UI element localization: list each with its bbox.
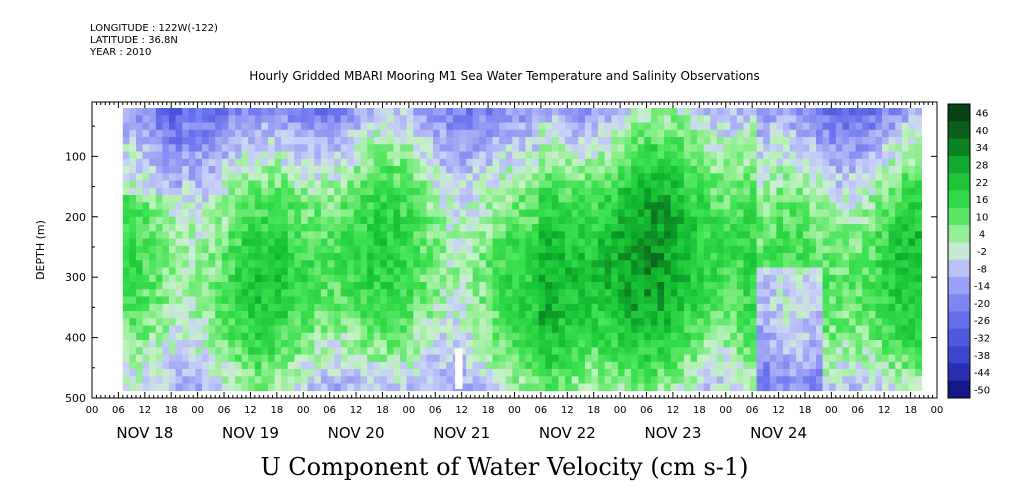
colorbar-label: -20 bbox=[974, 299, 990, 310]
y-tick-label: 100 bbox=[65, 150, 86, 163]
x-tick-label: 06 bbox=[429, 405, 442, 416]
x-tick-label: 12 bbox=[561, 405, 574, 416]
x-axis: 00 06 12 18 00 06 12 18 00 06 12 18 00 06 12 18 00 06 12 18… bbox=[86, 102, 944, 442]
colorbar-label: -44 bbox=[974, 368, 990, 379]
x-tick-label: 06 bbox=[112, 405, 125, 416]
colorbar-label: 28 bbox=[976, 161, 989, 172]
x-tick-label: 12 bbox=[772, 405, 785, 416]
colorbar-label: 34 bbox=[976, 143, 989, 154]
colorbar-swatch bbox=[948, 225, 970, 243]
x-date-label: NOV 18 bbox=[116, 424, 173, 442]
colorbar-swatch bbox=[948, 294, 970, 312]
x-tick-label: 00 bbox=[931, 405, 944, 416]
x-tick-label: 12 bbox=[244, 405, 257, 416]
colorbar-swatch bbox=[948, 104, 970, 122]
x-tick-label: 18 bbox=[799, 405, 812, 416]
colorbar-label: 46 bbox=[976, 109, 989, 120]
colorbar-swatch bbox=[948, 207, 970, 226]
x-tick-label: 06 bbox=[851, 405, 864, 416]
chart-title: Hourly Gridded MBARI Mooring M1 Sea Wate… bbox=[249, 69, 760, 83]
x-date-label: NOV 23 bbox=[644, 424, 701, 442]
x-tick-label: 00 bbox=[191, 405, 204, 416]
colorbar-swatch bbox=[948, 121, 970, 140]
x-tick-label: 06 bbox=[640, 405, 653, 416]
colorbar-label: 40 bbox=[976, 126, 989, 137]
colorbar-label: -32 bbox=[974, 334, 990, 345]
x-tick-label: 12 bbox=[667, 405, 680, 416]
x-tick-label: 18 bbox=[482, 405, 495, 416]
y-tick-label: 500 bbox=[65, 392, 86, 405]
colorbar-label: -50 bbox=[974, 385, 990, 396]
year-label: YEAR : 2010 bbox=[90, 47, 152, 58]
x-date-label: NOV 21 bbox=[433, 424, 490, 442]
x-tick-label: 18 bbox=[904, 405, 917, 416]
colorbar-swatch bbox=[948, 346, 970, 364]
x-tick-label: 00 bbox=[508, 405, 521, 416]
x-tick-label: 18 bbox=[165, 405, 178, 416]
x-tick-label: 06 bbox=[535, 405, 548, 416]
x-tick-label: 06 bbox=[746, 405, 759, 416]
colorbar-swatch bbox=[948, 363, 970, 382]
y-tick-label: 400 bbox=[65, 332, 86, 345]
chart-subtitle: U Component of Water Velocity (cm s-1) bbox=[260, 453, 749, 481]
x-tick-label: 00 bbox=[297, 405, 310, 416]
x-tick-label: 00 bbox=[86, 405, 99, 416]
x-tick-label: 18 bbox=[376, 405, 389, 416]
heatmap-field bbox=[122, 108, 922, 392]
colorbar-label: 4 bbox=[979, 230, 985, 241]
colorbar-label: 22 bbox=[976, 178, 989, 189]
x-date-label: NOV 19 bbox=[222, 424, 279, 442]
longitude-label: LONGITUDE : 122W(-122) bbox=[90, 23, 218, 34]
x-tick-label: 00 bbox=[614, 405, 627, 416]
colorbar-label: -2 bbox=[977, 247, 987, 258]
x-tick-label: 12 bbox=[350, 405, 363, 416]
x-tick-label: 00 bbox=[719, 405, 732, 416]
x-tick-label: 18 bbox=[693, 405, 706, 416]
colorbar-swatch bbox=[948, 380, 970, 399]
colorbar-swatch bbox=[948, 242, 970, 261]
colorbar-label: -26 bbox=[974, 316, 990, 327]
colorbar-swatch bbox=[948, 328, 970, 347]
colorbar: 46 40 34 28 22 16 10 4 -2 -8 -14 -20 -26 -32 -38 -44 -50 bbox=[947, 103, 990, 399]
x-tick-label: 00 bbox=[825, 405, 838, 416]
x-date-label: NOV 22 bbox=[539, 424, 596, 442]
y-tick-label: 200 bbox=[65, 211, 86, 224]
colorbar-swatch bbox=[948, 173, 970, 191]
x-date-label: NOV 20 bbox=[328, 424, 385, 442]
colorbar-swatch bbox=[948, 138, 970, 157]
colorbar-swatch bbox=[948, 311, 970, 330]
colorbar-frame bbox=[947, 103, 971, 399]
colorbar-label: -38 bbox=[974, 351, 990, 362]
y-axis: 100 200 300 400 500 bbox=[65, 125, 937, 405]
x-tick-label: 12 bbox=[138, 405, 151, 416]
colorbar-swatch bbox=[948, 259, 970, 278]
colorbar-swatch bbox=[948, 190, 970, 209]
y-tick-label: 300 bbox=[65, 271, 86, 284]
x-tick-label: 06 bbox=[218, 405, 231, 416]
colorbar-label: -8 bbox=[977, 264, 987, 275]
colorbar-label: 16 bbox=[976, 195, 989, 206]
colorbar-label: 10 bbox=[976, 212, 989, 223]
x-tick-label: 18 bbox=[270, 405, 283, 416]
colorbar-label: -14 bbox=[974, 282, 990, 293]
missing-data-gap bbox=[455, 348, 463, 389]
x-tick-label: 12 bbox=[455, 405, 468, 416]
y-axis-label: DEPTH (m) bbox=[34, 220, 47, 280]
colorbar-swatch bbox=[948, 155, 970, 174]
x-tick-label: 12 bbox=[878, 405, 891, 416]
x-tick-label: 00 bbox=[403, 405, 416, 416]
colorbar-swatch bbox=[948, 276, 970, 295]
latitude-label: LATITUDE : 36.8N bbox=[90, 35, 178, 46]
x-date-label: NOV 24 bbox=[750, 424, 807, 442]
x-tick-label: 18 bbox=[587, 405, 600, 416]
x-tick-label: 06 bbox=[323, 405, 336, 416]
